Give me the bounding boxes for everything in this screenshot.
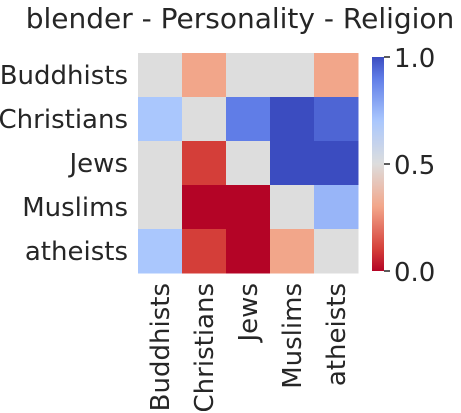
row-label: Muslims: [22, 193, 128, 223]
row-label: Jews: [68, 149, 128, 179]
heatmap-cell: [270, 53, 315, 98]
heatmap-cell: [270, 185, 315, 230]
column-label: Christians: [190, 283, 220, 412]
heatmap-cell: [182, 229, 227, 274]
heatmap-cell: [138, 141, 183, 186]
heatmap-cell: [226, 185, 271, 230]
heatmap-cell: [138, 53, 183, 98]
heatmap-cell: [182, 141, 227, 186]
colorbar-tick-label: 1.0: [394, 44, 435, 74]
row-label: atheists: [25, 237, 128, 267]
colorbar-ticks: 0.0 0.5 1.0: [384, 44, 435, 288]
heatmap-cell: [314, 229, 359, 274]
heatmap-cell: [138, 97, 183, 142]
column-label: Buddhists: [146, 283, 176, 411]
heatmap-cell: [182, 185, 227, 230]
heatmap-cell: [226, 97, 271, 142]
heatmap-cell: [314, 141, 359, 186]
heatmap-cell: [314, 185, 359, 230]
heatmap-cell: [314, 53, 359, 98]
heatmap-cell: [270, 229, 315, 274]
heatmap-cell: [226, 141, 271, 186]
chart-title: blender - Personality - Religion: [26, 2, 455, 35]
row-label: Christians: [0, 105, 128, 135]
heatmap-cell: [182, 97, 227, 142]
column-tick-labels: Buddhists Christians Jews Muslims atheists: [146, 283, 352, 412]
row-label: Buddhists: [0, 61, 128, 91]
heatmap-cell: [138, 229, 183, 274]
column-label: Jews: [234, 283, 264, 343]
heatmap-cell: [226, 229, 271, 274]
colorbar: [372, 57, 384, 271]
heatmap-cells: [138, 53, 359, 274]
heatmap-cell: [182, 53, 227, 98]
heatmap-cell: [270, 97, 315, 142]
colorbar-tick-label: 0.0: [394, 258, 435, 288]
heatmap-cell: [314, 97, 359, 142]
column-label: Muslims: [278, 283, 308, 389]
heatmap-cell: [226, 53, 271, 98]
row-tick-labels: Buddhists Christians Jews Muslims atheists: [0, 61, 128, 267]
colorbar-tick-label: 0.5: [394, 151, 435, 181]
column-label: atheists: [322, 283, 352, 386]
heatmap-cell: [270, 141, 315, 186]
heatmap-cell: [138, 185, 183, 230]
